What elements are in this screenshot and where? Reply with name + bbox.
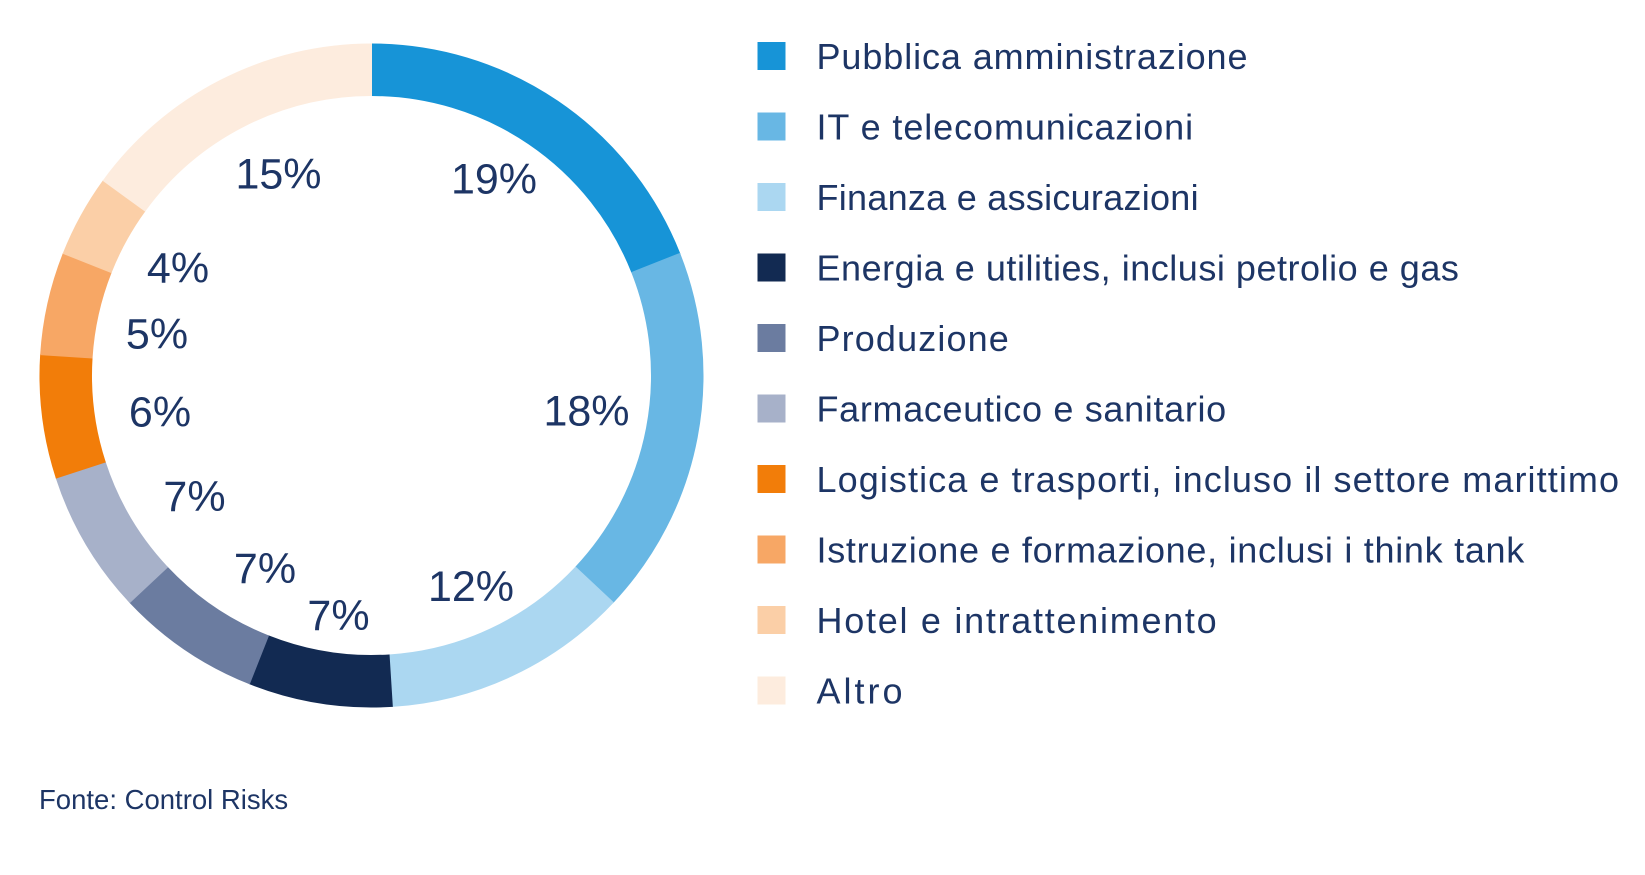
svg-text:Farmaceutico e sanitario: Farmaceutico e sanitario: [817, 388, 1227, 429]
svg-text:Produzione: Produzione: [817, 318, 1009, 359]
svg-text:Fonte: Control Risks: Fonte: Control Risks: [39, 784, 288, 815]
svg-text:18%: 18%: [543, 387, 629, 435]
svg-text:Istruzione e formazione, inclu: Istruzione e formazione, inclusi i think…: [817, 529, 1526, 570]
svg-text:Logistica e trasporti, incluso: Logistica e trasporti, incluso il settor…: [817, 459, 1620, 500]
svg-text:IT e telecomunicazioni: IT e telecomunicazioni: [817, 106, 1194, 147]
svg-text:Energia e utilities, inclusi p: Energia e utilities, inclusi petrolio e …: [817, 247, 1459, 288]
svg-text:4%: 4%: [147, 244, 209, 292]
svg-text:Pubblica amministrazione: Pubblica amministrazione: [817, 36, 1248, 77]
svg-text:6%: 6%: [129, 388, 191, 436]
svg-text:15%: 15%: [235, 150, 321, 198]
svg-text:12%: 12%: [428, 563, 514, 611]
svg-text:Finanza e assicurazioni: Finanza e assicurazioni: [817, 177, 1199, 218]
svg-text:7%: 7%: [307, 592, 369, 640]
svg-text:Hotel e intrattenimento: Hotel e intrattenimento: [817, 600, 1217, 641]
svg-text:Altro: Altro: [817, 670, 903, 711]
svg-text:5%: 5%: [126, 310, 188, 358]
svg-text:7%: 7%: [234, 545, 296, 593]
svg-text:19%: 19%: [451, 155, 537, 203]
svg-text:7%: 7%: [163, 473, 225, 521]
